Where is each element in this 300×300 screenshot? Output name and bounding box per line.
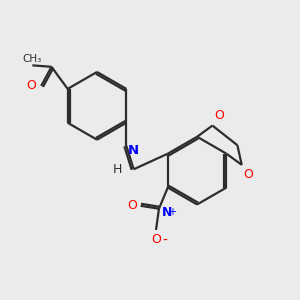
Text: -: - bbox=[163, 233, 167, 248]
Text: +: + bbox=[168, 207, 176, 217]
Text: O: O bbox=[127, 199, 137, 212]
Text: O: O bbox=[243, 168, 253, 182]
Text: O: O bbox=[214, 109, 224, 122]
Text: O: O bbox=[151, 233, 161, 247]
Text: N: N bbox=[162, 206, 172, 219]
Text: N: N bbox=[128, 144, 139, 157]
Text: H: H bbox=[113, 163, 122, 176]
Text: CH₃: CH₃ bbox=[23, 54, 42, 64]
Text: O: O bbox=[26, 80, 36, 92]
